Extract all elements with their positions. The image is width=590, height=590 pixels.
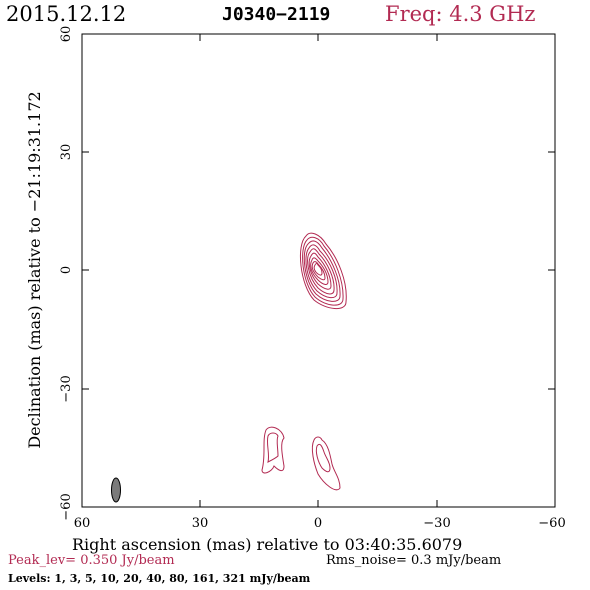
y-ticks bbox=[82, 33, 555, 508]
peak-level: Peak_lev= 0.350 Jy/beam bbox=[8, 553, 175, 568]
x-axis-label: Right ascension (mas) relative to 03:40:… bbox=[72, 535, 463, 554]
x-tick-label: −30 bbox=[423, 516, 450, 531]
y-axis-label: Declination (mas) relative to −21:19:31.… bbox=[25, 91, 44, 448]
observation-date: 2015.12.12 bbox=[6, 2, 127, 26]
x-tick-label: 60 bbox=[74, 516, 91, 531]
x-tick-label: −60 bbox=[538, 516, 565, 531]
y-tick-label: 0 bbox=[59, 266, 74, 274]
jet-contours bbox=[261, 426, 341, 491]
beam-ellipse bbox=[111, 477, 121, 503]
source-name: J0340−2119 bbox=[222, 4, 331, 25]
contour-levels: Levels: 1, 3, 5, 10, 20, 40, 80, 161, 32… bbox=[8, 572, 311, 585]
frequency-label: Freq: 4.3 GHz bbox=[385, 2, 536, 26]
plot-frame bbox=[81, 33, 556, 508]
y-tick-label: 60 bbox=[59, 26, 74, 43]
y-tick-label: −60 bbox=[59, 493, 74, 520]
y-tick-label: 30 bbox=[59, 144, 74, 161]
x-tick-label: 30 bbox=[192, 516, 209, 531]
core-contours bbox=[300, 232, 347, 309]
x-tick-label: 0 bbox=[314, 516, 322, 531]
rms-noise: Rms_noise= 0.3 mJy/beam bbox=[326, 553, 502, 568]
x-ticks bbox=[81, 34, 556, 507]
y-tick-label: −30 bbox=[59, 375, 74, 402]
